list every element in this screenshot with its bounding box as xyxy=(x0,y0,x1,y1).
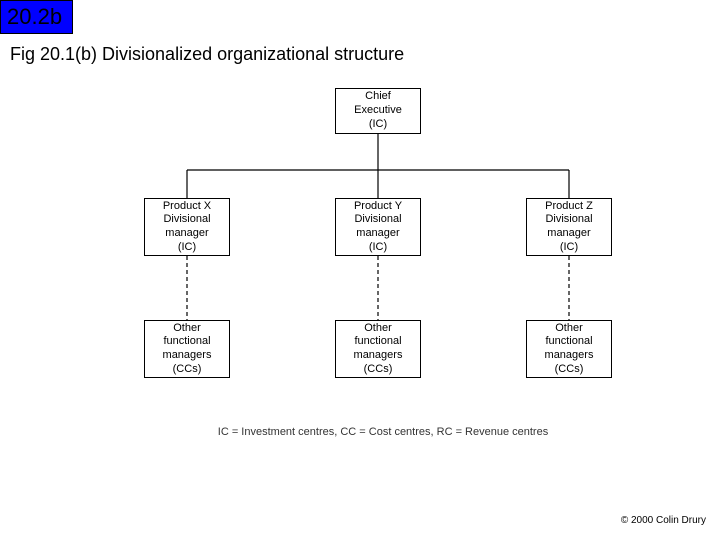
org-node-dx: Product XDivisionalmanager(IC) xyxy=(144,198,230,256)
copyright-text: © 2000 Colin Drury xyxy=(621,515,706,526)
org-node-root: ChiefExecutive(IC) xyxy=(335,88,421,134)
legend-text: IC = Investment centres, CC = Cost centr… xyxy=(168,426,598,438)
org-chart-connectors xyxy=(110,88,640,448)
figure-title: Fig 20.1(b) Divisionalized organizationa… xyxy=(10,44,404,65)
org-node-dy: Product YDivisionalmanager(IC) xyxy=(335,198,421,256)
slide-number-tag: 20.2b xyxy=(0,0,73,34)
org-chart: IC = Investment centres, CC = Cost centr… xyxy=(110,88,640,448)
org-node-fz: Otherfunctionalmanagers(CCs) xyxy=(526,320,612,378)
org-node-dz: Product ZDivisionalmanager(IC) xyxy=(526,198,612,256)
org-node-fx: Otherfunctionalmanagers(CCs) xyxy=(144,320,230,378)
org-node-fy: Otherfunctionalmanagers(CCs) xyxy=(335,320,421,378)
